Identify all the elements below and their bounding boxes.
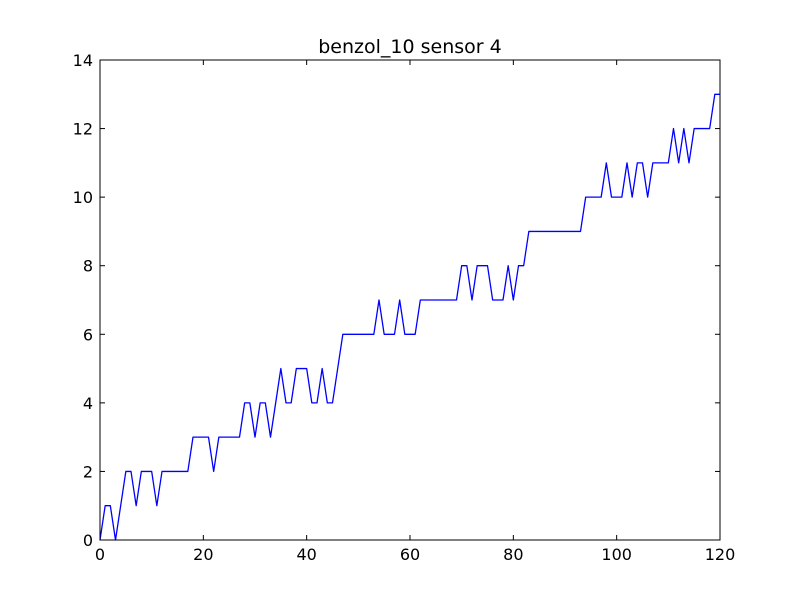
y-tick-label: 12 bbox=[73, 120, 93, 139]
tick-layer: 0 20 40 60 80 100 120 0 2 4 6 8 10 12 14 bbox=[73, 51, 736, 564]
y-tick-label: 0 bbox=[83, 531, 93, 550]
y-tick-label: 10 bbox=[73, 188, 93, 207]
plot-area bbox=[100, 60, 720, 540]
x-tick-label: 60 bbox=[400, 545, 420, 564]
x-tick-label: 40 bbox=[296, 545, 316, 564]
x-tick-label: 100 bbox=[601, 545, 632, 564]
x-tick-label: 20 bbox=[193, 545, 213, 564]
y-tick-label: 8 bbox=[83, 257, 93, 276]
y-tick-label: 4 bbox=[83, 394, 93, 413]
series-layer bbox=[99, 93, 720, 541]
x-tick-label: 0 bbox=[95, 545, 105, 564]
y-tick-label: 2 bbox=[83, 462, 93, 481]
axes-frame bbox=[99, 59, 721, 541]
series-line-0 bbox=[99, 93, 720, 541]
chart-title: benzol_10 sensor 4 bbox=[318, 36, 501, 58]
x-tick-label: 80 bbox=[503, 545, 523, 564]
y-tick-label: 14 bbox=[73, 51, 93, 70]
y-tick-label: 6 bbox=[83, 325, 93, 344]
x-tick-label: 120 bbox=[705, 545, 736, 564]
